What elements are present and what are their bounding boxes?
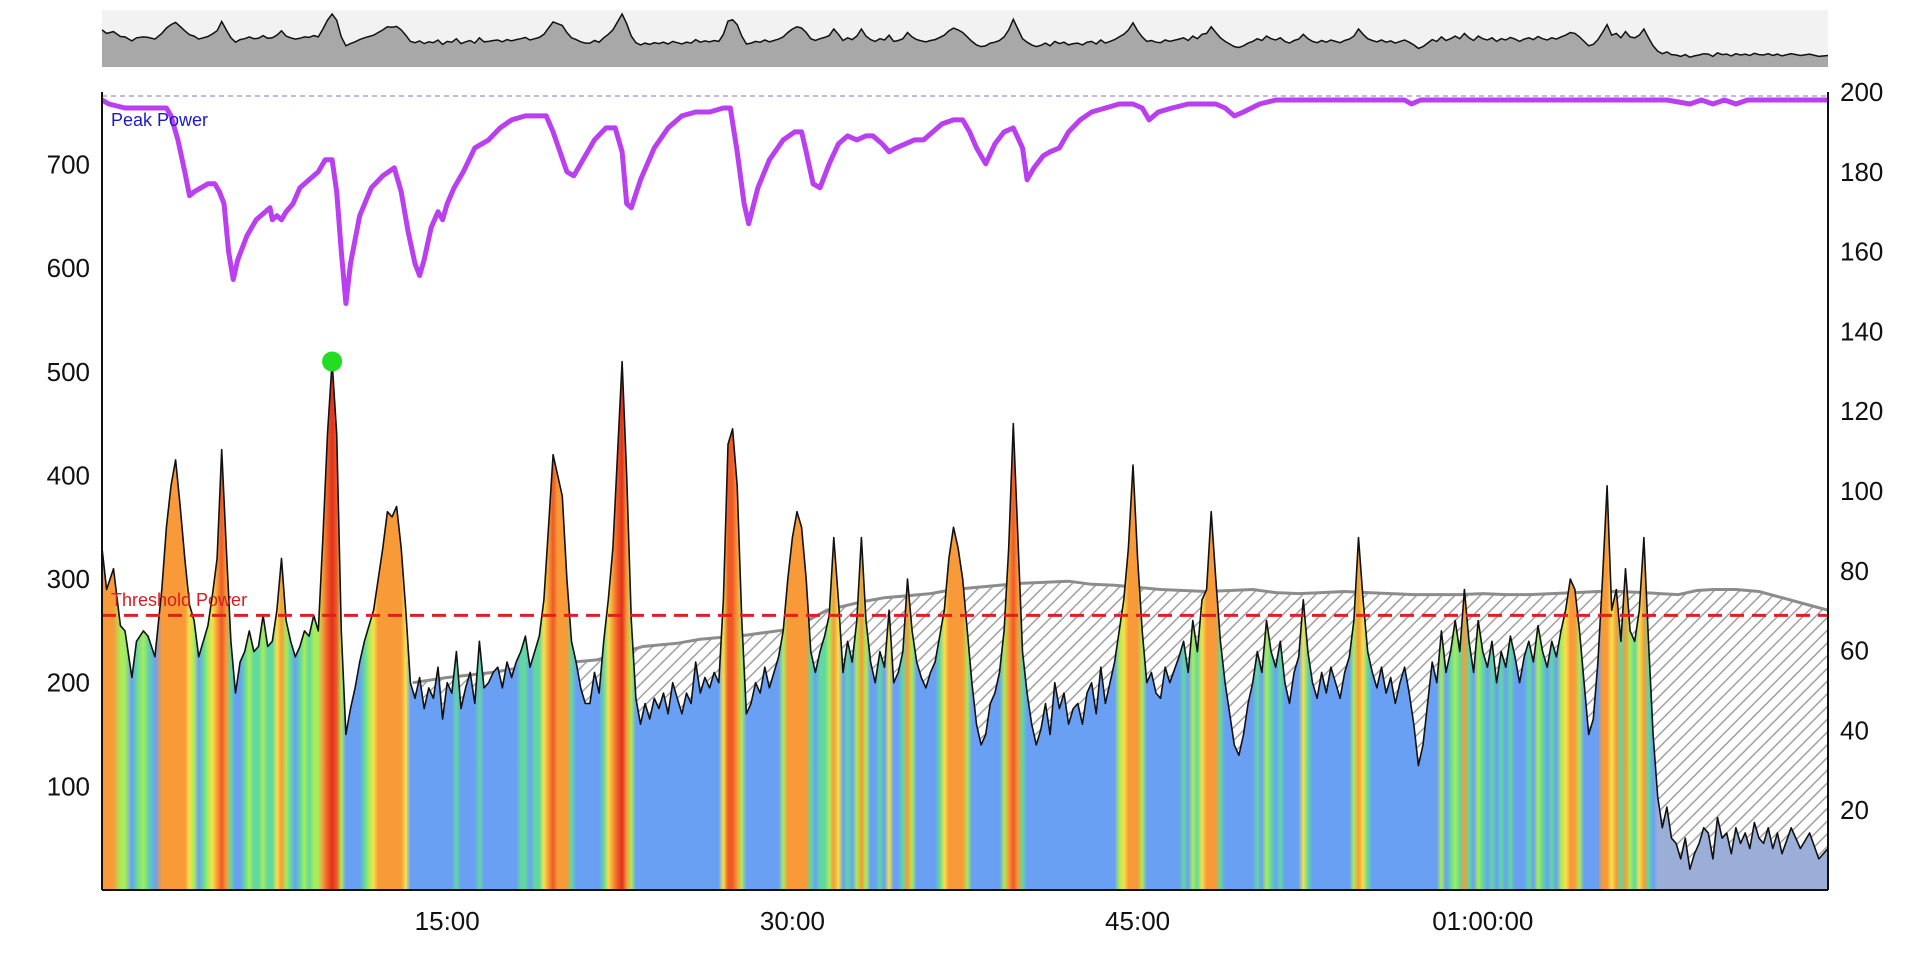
left-tick-label: 200: [47, 668, 90, 698]
right-tick-label: 160: [1840, 237, 1883, 267]
right-tick-label: 140: [1840, 316, 1883, 346]
threshold-power-label: Threshold Power: [111, 590, 247, 610]
x-axis-ticks: 15:00 30:00 45:00 01:00:00: [415, 906, 1534, 936]
left-tick-label: 700: [47, 150, 90, 180]
overview-line: [101, 12, 1829, 59]
right-tick-label: 40: [1840, 715, 1869, 745]
right-tick-label: 120: [1840, 396, 1883, 426]
x-tick-label: 45:00: [1105, 906, 1170, 936]
right-tick-label: 20: [1840, 795, 1869, 825]
left-tick-label: 400: [47, 461, 90, 491]
power-line: [102, 360, 1828, 871]
peak-power-curve: [102, 97, 1828, 306]
overview-area: [102, 14, 1828, 67]
right-axis-ticks: 20 40 60 80 100 120 140 160 180 200: [1840, 77, 1883, 825]
right-tick-label: 80: [1840, 556, 1869, 586]
left-axis-ticks: 100 200 300 400 500 600 700: [47, 150, 90, 802]
right-tick-label: 200: [1840, 77, 1883, 107]
right-tick-label: 60: [1840, 636, 1869, 666]
left-tick-label: 100: [47, 771, 90, 801]
plot-area[interactable]: [101, 92, 1829, 891]
x-tick-label: 30:00: [760, 906, 825, 936]
left-tick-label: 300: [47, 564, 90, 594]
right-tick-label: 180: [1840, 157, 1883, 187]
left-tick-label: 600: [47, 253, 90, 283]
right-tick-label: 100: [1840, 476, 1883, 506]
peak-power-marker[interactable]: [322, 351, 343, 372]
x-tick-label: 01:00:00: [1432, 906, 1533, 936]
power-zone-area: [102, 361, 1828, 890]
overview-strip[interactable]: [101, 10, 1829, 67]
x-tick-label: 15:00: [415, 906, 480, 936]
peak-power-label: Peak Power: [111, 110, 208, 130]
left-tick-label: 500: [47, 357, 90, 387]
